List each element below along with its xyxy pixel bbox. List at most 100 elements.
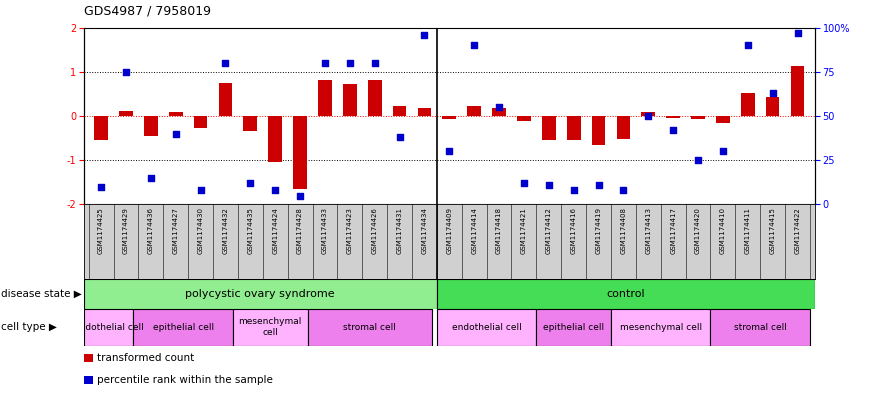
Point: [243, 180, 257, 186]
Text: GSM1174408: GSM1174408: [620, 208, 626, 254]
Bar: [617, 116, 630, 139]
Point: [94, 184, 108, 190]
Point: [467, 42, 481, 48]
Point: [617, 187, 631, 193]
Bar: [741, 93, 755, 116]
Bar: [790, 66, 804, 116]
Text: GSM1174415: GSM1174415: [770, 208, 775, 254]
Text: GSM1174423: GSM1174423: [347, 208, 352, 254]
Bar: [592, 116, 605, 145]
Point: [418, 31, 432, 38]
Bar: [368, 80, 381, 116]
Text: cell type ▶: cell type ▶: [1, 322, 56, 332]
Text: GSM1174410: GSM1174410: [720, 208, 726, 254]
Text: GSM1174417: GSM1174417: [670, 208, 676, 254]
Point: [268, 187, 282, 193]
Bar: [194, 116, 207, 128]
Text: polycystic ovary syndrome: polycystic ovary syndrome: [186, 289, 335, 299]
Text: GSM1174421: GSM1174421: [521, 208, 527, 254]
Point: [168, 130, 182, 137]
Text: percentile rank within the sample: percentile rank within the sample: [97, 375, 273, 385]
Bar: [467, 106, 481, 116]
Bar: [269, 116, 282, 162]
Text: GSM1174412: GSM1174412: [546, 208, 552, 254]
Point: [716, 148, 730, 154]
Text: GSM1174429: GSM1174429: [123, 208, 129, 254]
Text: GSM1174419: GSM1174419: [596, 208, 602, 254]
Text: GDS4987 / 7958019: GDS4987 / 7958019: [84, 5, 211, 18]
Text: GSM1174434: GSM1174434: [421, 208, 427, 254]
Text: GSM1174409: GSM1174409: [447, 208, 452, 254]
Point: [442, 148, 456, 154]
Bar: [393, 106, 406, 116]
Bar: [542, 116, 556, 140]
Point: [566, 187, 581, 193]
Text: stromal cell: stromal cell: [344, 323, 396, 332]
Bar: [233, 309, 307, 346]
Point: [218, 60, 233, 66]
Bar: [442, 116, 456, 119]
Bar: [766, 97, 780, 116]
Point: [542, 182, 556, 188]
Bar: [437, 279, 815, 309]
Point: [591, 182, 605, 188]
Text: GSM1174414: GSM1174414: [471, 208, 478, 254]
Text: epithelial cell: epithelial cell: [543, 323, 604, 332]
Point: [343, 60, 357, 66]
Text: GSM1174424: GSM1174424: [272, 208, 278, 254]
Bar: [666, 116, 680, 118]
Point: [144, 174, 158, 181]
Text: GSM1174435: GSM1174435: [248, 208, 254, 254]
Text: endothelial cell: endothelial cell: [74, 323, 144, 332]
Text: transformed count: transformed count: [97, 353, 194, 363]
Bar: [437, 309, 537, 346]
Bar: [243, 116, 257, 131]
Text: GSM1174420: GSM1174420: [695, 208, 701, 254]
Bar: [84, 309, 133, 346]
Point: [790, 29, 804, 36]
Text: GSM1174411: GSM1174411: [744, 208, 751, 254]
Point: [393, 134, 407, 140]
Bar: [692, 116, 705, 119]
Text: GSM1174422: GSM1174422: [795, 208, 801, 254]
Text: GSM1174428: GSM1174428: [297, 208, 303, 254]
Point: [119, 68, 133, 75]
Bar: [641, 112, 655, 116]
Bar: [94, 116, 108, 140]
Text: GSM1174426: GSM1174426: [372, 208, 378, 254]
Bar: [343, 84, 357, 116]
Point: [318, 60, 332, 66]
Point: [194, 187, 208, 193]
Text: control: control: [607, 289, 645, 299]
Text: GSM1174430: GSM1174430: [197, 208, 204, 254]
Text: GSM1174436: GSM1174436: [148, 208, 154, 254]
Bar: [169, 112, 182, 116]
Bar: [144, 116, 158, 136]
Text: GSM1174418: GSM1174418: [496, 208, 502, 254]
Point: [741, 42, 755, 48]
Bar: [293, 116, 307, 189]
Text: mesenchymal
cell: mesenchymal cell: [239, 318, 302, 337]
Text: GSM1174433: GSM1174433: [322, 208, 328, 254]
Bar: [307, 309, 432, 346]
Point: [492, 104, 506, 110]
Bar: [492, 108, 506, 116]
Text: GSM1174431: GSM1174431: [396, 208, 403, 254]
Point: [293, 192, 307, 198]
Bar: [611, 309, 710, 346]
Text: GSM1174432: GSM1174432: [223, 208, 228, 254]
Bar: [133, 309, 233, 346]
Bar: [537, 309, 611, 346]
Text: GSM1174425: GSM1174425: [98, 208, 104, 254]
Point: [766, 90, 780, 96]
Bar: [517, 116, 530, 121]
Bar: [710, 309, 810, 346]
Bar: [84, 279, 437, 309]
Text: stromal cell: stromal cell: [734, 323, 787, 332]
Bar: [119, 111, 133, 116]
Point: [641, 113, 655, 119]
Point: [517, 180, 531, 186]
Bar: [218, 83, 233, 116]
Bar: [716, 116, 729, 123]
Point: [691, 157, 705, 163]
